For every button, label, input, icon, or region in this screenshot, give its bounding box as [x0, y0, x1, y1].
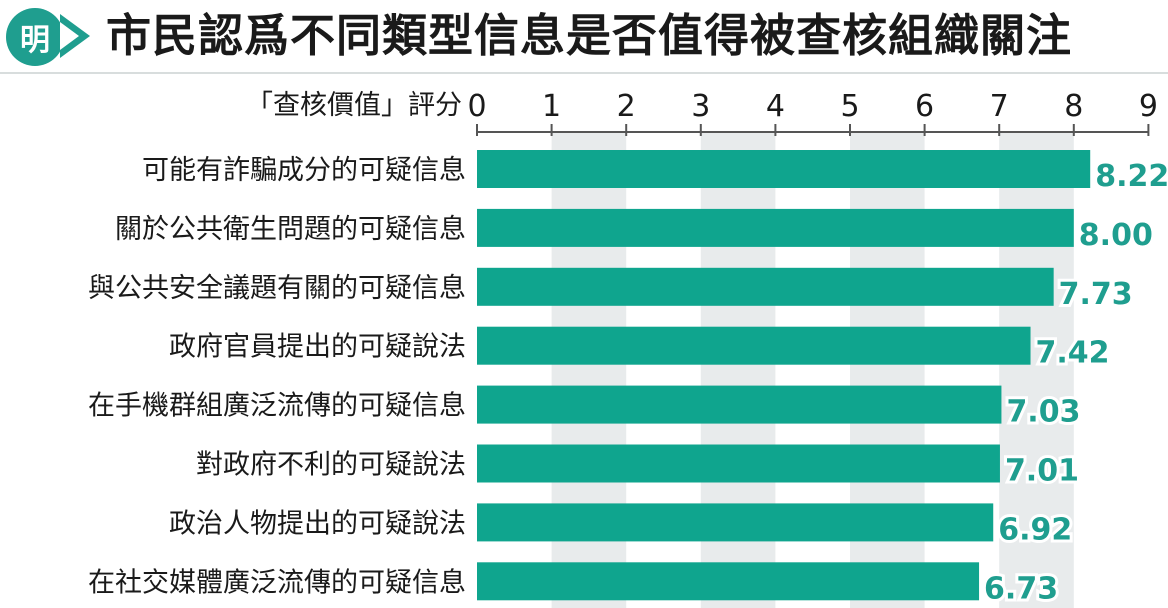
bar-value-label: 6.92: [998, 512, 1072, 547]
x-tick-label: 5: [840, 89, 859, 124]
bar-value-label: 7.73: [1059, 277, 1133, 312]
x-tick-label: 4: [766, 89, 785, 124]
bar: [477, 503, 994, 542]
category-label: 對政府不利的可疑說法: [196, 450, 466, 481]
bar-value-label: 8.00: [1079, 218, 1153, 253]
bar: [477, 267, 1054, 306]
bar: [477, 444, 1000, 483]
x-tick-label: 6: [915, 89, 934, 124]
header-divider: [0, 72, 1168, 74]
logo-badge: 明: [6, 8, 64, 66]
chart-title: 市民認爲不同類型信息是否值得被查核組織關注: [106, 9, 1073, 62]
category-label: 政治人物提出的可疑說法: [169, 508, 466, 539]
bar: [477, 562, 980, 601]
chart-header: 明 市民認爲不同類型信息是否值得被查核組織關注: [0, 0, 1168, 72]
bar: [477, 208, 1074, 247]
category-label: 可能有詐騙成分的可疑信息: [142, 155, 466, 186]
bar-value-label: 7.01: [1005, 454, 1079, 489]
category-label: 關於公共衛生問題的可疑信息: [115, 214, 466, 245]
category-label: 與公共安全議題有關的可疑信息: [88, 273, 466, 304]
chevron-inner-shape: [60, 22, 79, 50]
x-tick-label: 3: [691, 89, 710, 124]
bar-value-label: 7.42: [1036, 336, 1110, 371]
bar: [477, 326, 1031, 365]
category-label: 在手機群組廣泛流傳的可疑信息: [88, 391, 466, 422]
x-axis-title: 「查核價值」評分: [246, 90, 462, 121]
x-tick-label: 1: [542, 89, 561, 124]
x-tick-label: 2: [617, 89, 636, 124]
bar-value-label: 8.22: [1095, 159, 1168, 194]
x-tick-label: 9: [1139, 89, 1158, 124]
bar: [477, 385, 1002, 424]
x-tick-label: 7: [990, 89, 1009, 124]
bar-value-label: 6.73: [984, 571, 1058, 606]
category-label: 政府官員提出的可疑說法: [169, 332, 466, 363]
bar-value-label: 7.03: [1006, 395, 1080, 430]
bar: [477, 150, 1091, 188]
category-label: 在社交媒體廣泛流傳的可疑信息: [88, 567, 466, 598]
x-tick-label: 8: [1064, 89, 1083, 124]
x-tick-label: 0: [467, 89, 486, 124]
